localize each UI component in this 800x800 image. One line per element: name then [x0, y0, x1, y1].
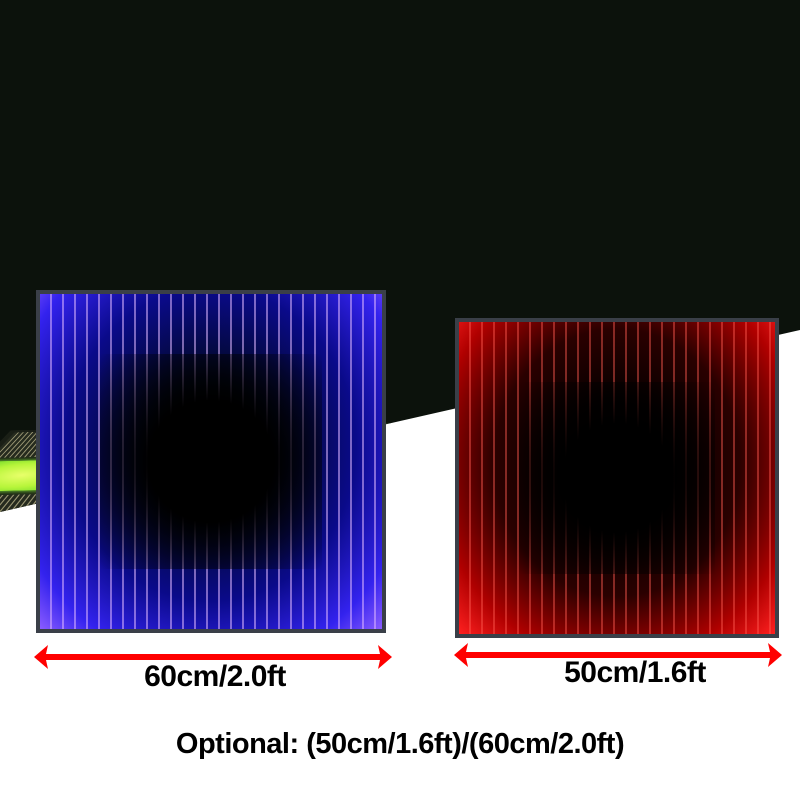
- floor-tile: [0, 534, 28, 580]
- size-label-small: 50cm/1.6ft: [564, 656, 706, 689]
- size-label-large: 60cm/2.0ft: [144, 660, 286, 693]
- blue-infinity-tile-60cm: [36, 290, 386, 633]
- red-infinity-tile-50cm: [455, 318, 779, 638]
- floor-tile: [789, 558, 800, 609]
- optional-sizes-caption: Optional: (50cm/1.6ft)/(60cm/2.0ft): [175, 728, 625, 760]
- width-arrow-large: [34, 645, 392, 669]
- width-arrow-small: [454, 643, 782, 667]
